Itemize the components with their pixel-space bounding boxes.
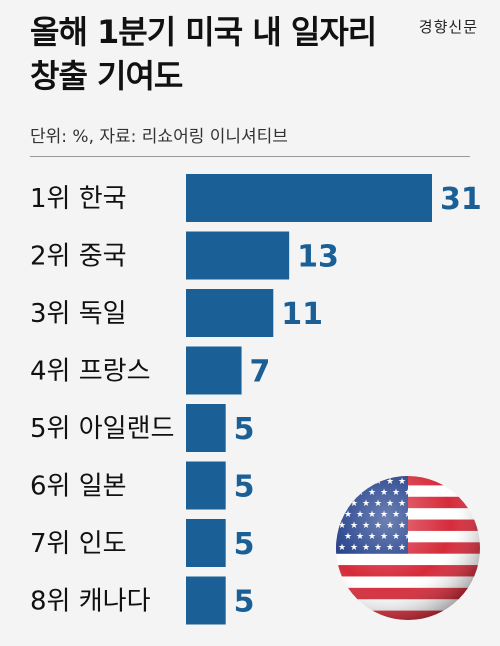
chart-title: 올해 1분기 미국 내 일자리 창출 기여도 [30,13,377,95]
svg-text:★: ★ [338,499,346,509]
bar [186,519,226,567]
svg-text:★: ★ [338,477,346,487]
value-label: 31 [440,182,482,217]
value-label: 7 [250,355,271,390]
chart-subtitle: 단위: %, 자료: 리쇼어링 이니셔티브 [30,127,288,147]
svg-text:★: ★ [344,488,352,498]
bar [186,461,226,510]
category-label: 2위 중국 [30,242,127,272]
value-label: 5 [234,412,255,447]
value-label: 5 [234,470,255,505]
value-label: 5 [234,527,255,562]
category-label: 3위 독일 [30,299,127,329]
value-label: 13 [297,240,339,275]
category-label: 1위 한국 [30,184,127,214]
publisher-logo: 경향신문 [418,18,478,36]
bar [186,576,226,625]
value-label: 5 [234,585,255,620]
svg-text:★: ★ [362,477,370,487]
category-label: 6위 일본 [30,472,127,502]
bar [186,174,432,222]
bar [186,404,226,452]
category-label: 7위 인도 [30,529,127,559]
bar [186,289,274,337]
us-flag-sphere-icon: ★★★★★★★★★★★★★★★★★★★★★★★★★★★★★★★★★★★★★★★★… [334,474,482,622]
divider [30,156,470,157]
svg-text:★: ★ [350,477,358,487]
bar [186,231,290,280]
value-label: 11 [281,297,323,332]
category-label: 5위 아일랜드 [30,414,174,444]
category-label: 4위 프랑스 [30,357,151,387]
category-label: 8위 캐나다 [30,587,151,617]
bar [186,346,242,395]
